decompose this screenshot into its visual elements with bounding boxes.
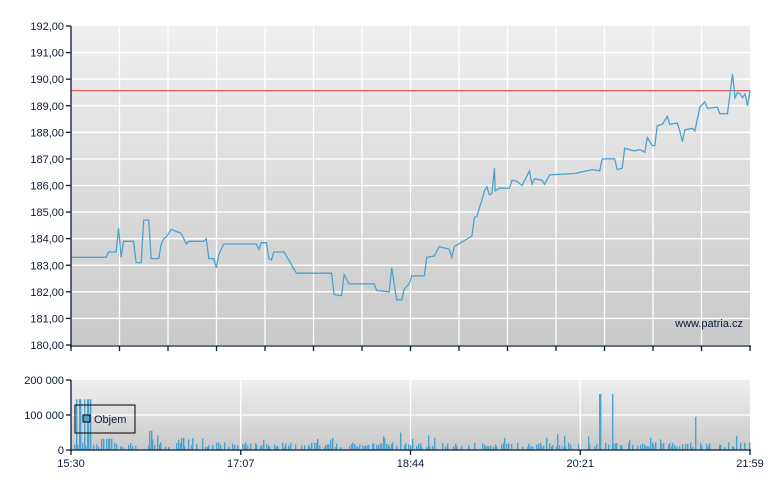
y-tick-label: 192,00 (30, 21, 64, 33)
y-tick-label: 190,00 (30, 74, 64, 86)
x-tick-label: 15:30 (57, 458, 85, 470)
y-tick-label: 187,00 (30, 154, 64, 166)
y-tick-label: 186,00 (30, 181, 64, 193)
legend-swatch (82, 414, 91, 423)
volume-chart: Objem 200 000 100 000 0 15:30 17:07 18:44 20:… (24, 375, 764, 470)
y-tick-label: 100 000 (24, 410, 64, 422)
price-chart: 192,00 191,00 190,00 189,00 188,00 187,00 186,… (30, 21, 751, 352)
y-tick-label: 200 000 (24, 375, 64, 387)
y-tick-label: 181,00 (30, 313, 64, 325)
y-tick-label: 182,00 (30, 287, 64, 299)
price-gridlines (71, 26, 750, 345)
y-tick-label: 184,00 (30, 234, 64, 246)
price-y-labels: 192,00 191,00 190,00 189,00 188,00 187,00 186,… (30, 21, 751, 352)
price-line (71, 73, 751, 301)
y-tick-label: 183,00 (30, 260, 64, 272)
volume-bars (74, 394, 751, 450)
watermark: www.patria.cz (674, 318, 743, 330)
x-tick-label: 21:59 (736, 458, 764, 470)
y-tick-label: 185,00 (30, 207, 64, 219)
time-x-labels: 15:30 17:07 18:44 20:21 21:59 (57, 450, 764, 470)
legend-label: Objem (94, 414, 126, 426)
x-tick-label: 20:21 (566, 458, 594, 470)
x-tick-label: 17:07 (227, 458, 255, 470)
y-tick-label: 188,00 (30, 127, 64, 139)
y-tick-label: 180,00 (30, 340, 64, 352)
volume-gridlines (71, 380, 750, 450)
y-tick-label: 189,00 (30, 101, 64, 113)
x-tick-label: 18:44 (397, 458, 425, 470)
legend-box (74, 404, 136, 434)
legend: Objem (74, 404, 136, 434)
volume-y-labels: 200 000 100 000 0 (24, 375, 71, 457)
y-tick-label: 191,00 (30, 48, 64, 60)
y-tick-label: 0 (58, 445, 64, 457)
